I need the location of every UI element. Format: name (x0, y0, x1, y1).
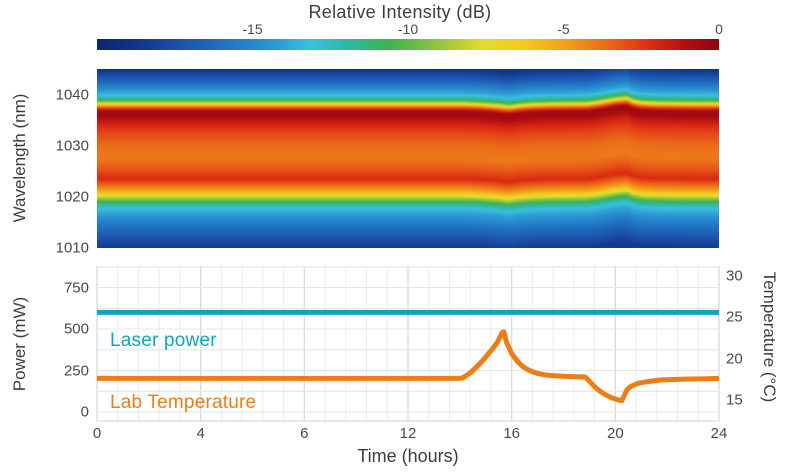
colorbar-tick-label: -5 (557, 21, 570, 37)
heatmap-ytick-label: 1010 (55, 239, 89, 257)
line-chart (96, 266, 720, 422)
heatmap-ytick-label: 1040 (55, 86, 89, 104)
time-xlabel: Time (hours) (357, 446, 459, 466)
power-ytick-label: 250 (63, 362, 89, 379)
temperature-ylabel: Temperature (°C) (760, 271, 779, 403)
temperature-ytick-label: 25 (726, 308, 743, 326)
power-ytick-label: 750 (63, 279, 89, 296)
time-xtick-label: 12 (399, 425, 417, 442)
colorbar-gradient (97, 39, 719, 50)
spectrogram-heatmap (97, 69, 719, 248)
heatmap-ytick-label: 1030 (55, 137, 89, 155)
time-xtick-label: 20 (606, 425, 624, 442)
colorbar-title: Relative Intensity (dB) (308, 2, 492, 22)
power-ytick-label: 0 (80, 403, 89, 421)
colorbar-tick-label: 0 (715, 21, 723, 37)
legend-lab-temperature: Lab Temperature (110, 392, 257, 413)
temperature-ytick-label: 20 (726, 350, 743, 367)
time-xtick-label: 16 (503, 425, 520, 442)
colorbar-tick-label: -15 (242, 21, 263, 37)
heatmap-ylabel: Wavelength (nm) (10, 93, 29, 223)
temperature-ytick-label: 30 (726, 267, 743, 284)
heatmap-ytick-label: 1020 (55, 188, 89, 206)
time-xtick-label: 24 (710, 425, 728, 442)
time-xtick-label: 0 (92, 425, 102, 442)
colorbar-tick-label: -10 (397, 21, 419, 37)
power-ylabel: Power (mW) (10, 296, 29, 392)
time-xtick-label: 4 (196, 425, 205, 442)
temperature-ytick-label: 15 (726, 391, 743, 409)
power-ytick-label: 500 (63, 320, 89, 338)
legend-laser-power: Laser power (110, 330, 217, 351)
time-xtick-label: 6 (300, 425, 309, 442)
